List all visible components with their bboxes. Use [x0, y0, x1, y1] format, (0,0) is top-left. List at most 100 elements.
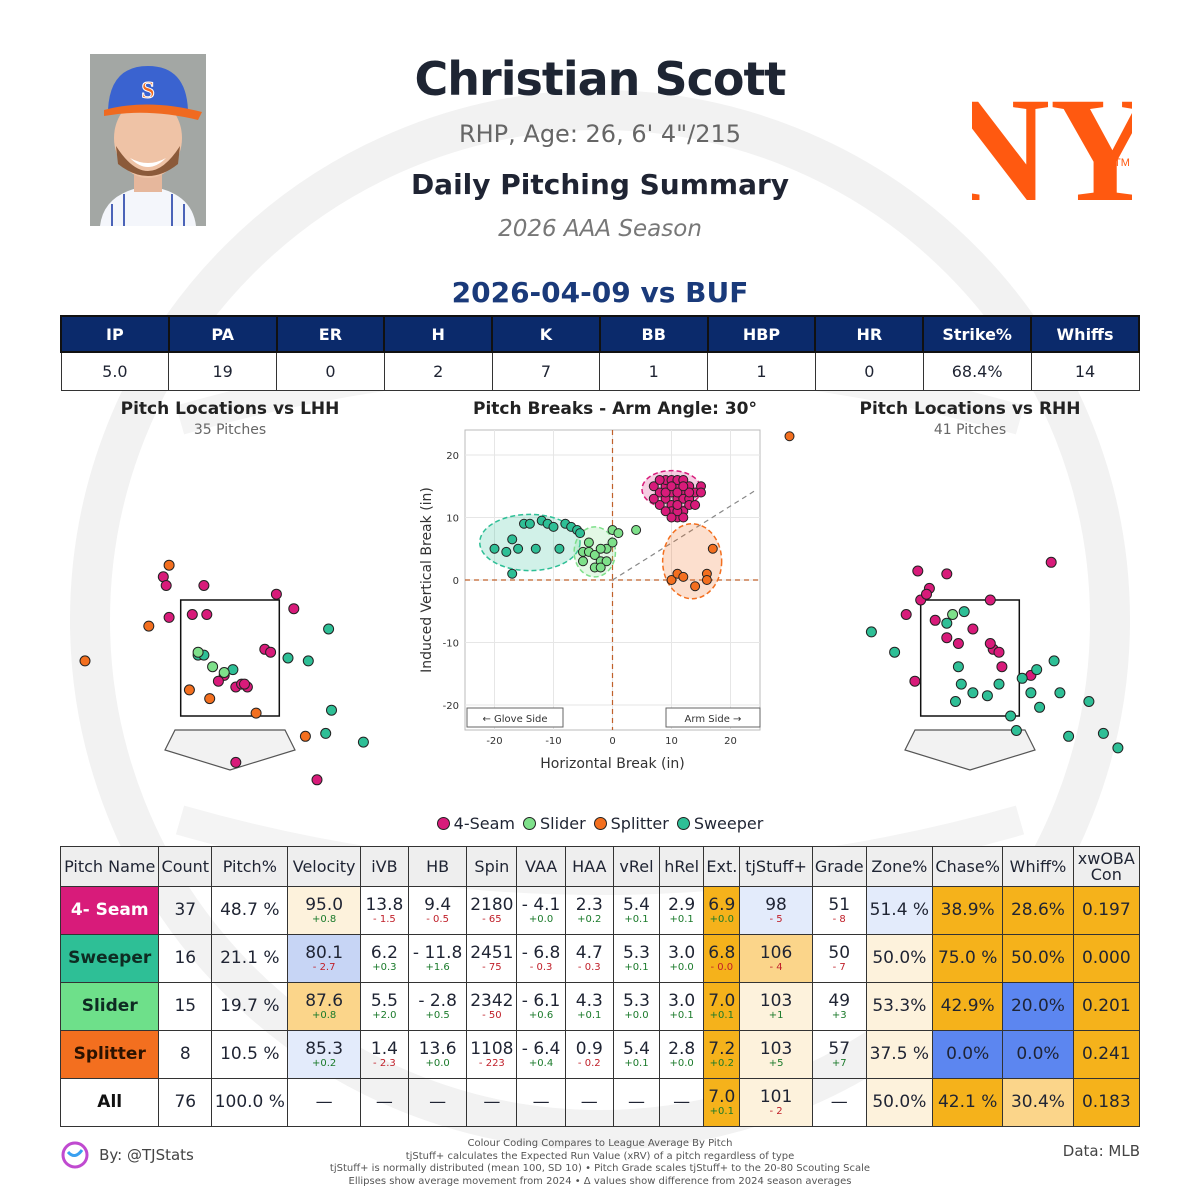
pitch-location-point — [1097, 727, 1109, 739]
metric-value: 2180 — [470, 894, 514, 915]
metric-value: 7.2 — [708, 1038, 736, 1059]
legend-item: Slider — [523, 814, 586, 833]
pitch-metric-cell: 50- 7 — [811, 934, 867, 983]
pitch-metric-cell: 16 — [158, 934, 213, 983]
metric-value: 3.0 — [668, 990, 696, 1011]
pitch-location-point — [183, 684, 195, 696]
pitch-metric-cell: 48.7 % — [211, 886, 289, 935]
pitch-table-header-cell: tjStuff+ — [739, 846, 813, 887]
metric-value: 75.0 % — [937, 948, 998, 968]
pitch-metric-cell: 5.4 +0.1 — [612, 886, 661, 935]
metric-value: — — [483, 1092, 501, 1112]
pitch-name-cell: All — [59, 1078, 160, 1127]
metric-delta: +0.1 — [577, 1009, 602, 1021]
pitch-break-point — [654, 500, 665, 510]
metric-value: 0.000 — [1081, 948, 1131, 968]
summary-value-cell: 0 — [276, 351, 385, 391]
pitch-break-point — [607, 537, 618, 548]
summary-value-cell: 14 — [1030, 351, 1140, 391]
pitch-break-point — [554, 543, 565, 554]
metric-value: 87.6 — [305, 990, 344, 1011]
pitch-location-point — [207, 661, 219, 673]
summary-header-cell: IP — [60, 315, 170, 353]
pitch-break-point — [583, 537, 594, 548]
glove-side-label: ← Glove Side — [466, 707, 564, 728]
metric-value: 50.0% — [872, 1092, 927, 1112]
pitch-break-point — [548, 521, 559, 532]
pitch-metric-cell: 106- 4 — [739, 934, 813, 983]
metric-value: 2.8 — [668, 1038, 696, 1059]
pitch-table-row: Sweeper 16 21.1 % 80.1- 2.7 6.2 +0.3- 11.8 +1.… — [59, 934, 1141, 983]
pitch-break-plot: -20 -10 0 10 20 -20 -10 0 10 20 ← Glove Side Arm Si… — [419, 429, 795, 772]
metric-delta: +1.6 — [425, 961, 450, 973]
pitch-location-point — [996, 661, 1008, 673]
pitch-location-point — [955, 678, 967, 690]
metric-delta: - 2.3 — [373, 1057, 396, 1069]
pitch-table-header-cell: Zone% — [865, 846, 934, 887]
pitch-metric-cell: 100.0 % — [211, 1078, 289, 1127]
pitch-location-point — [981, 690, 993, 702]
x-tick-label: 20 — [724, 736, 737, 747]
metric-value: 42.1 % — [937, 1092, 998, 1112]
pitch-metric-cell: 103 +1 — [739, 982, 813, 1031]
pitch-break-point — [696, 487, 706, 498]
metric-value: 98 — [765, 894, 787, 915]
pitch-location-point — [952, 661, 964, 673]
summary-value-cell: 5.0 — [60, 351, 170, 391]
pitch-metric-cell: 7.0 +0.1 — [703, 982, 741, 1031]
pitch-location-point — [912, 565, 924, 577]
pitch-location-point — [218, 667, 230, 678]
pitch-metric-cell: 38.9% — [932, 886, 1004, 935]
metric-value: 50.0% — [1010, 948, 1065, 968]
summary-stats-table: IP PA ER H K BB HBP HR Strike% Whiffs 5.0 19 0 2 7 1 1 0… — [60, 315, 1140, 391]
pitch-break-point — [648, 481, 659, 492]
pitch-location-point — [1010, 725, 1022, 736]
metric-value: 2342 — [470, 990, 514, 1011]
player-bio: RHP, Age: 26, 6' 4"/215 — [458, 120, 742, 148]
legend-item: Sweeper — [676, 814, 763, 833]
metric-value: — — [580, 1092, 598, 1112]
metric-delta: +0.1 — [669, 1009, 694, 1021]
metric-delta: +5 — [768, 1057, 784, 1069]
pitch-metric-cell: 50.0% — [1002, 934, 1074, 983]
metric-value: 0.241 — [1081, 1044, 1131, 1064]
metric-delta: +0.3 — [372, 961, 397, 973]
metric-delta: +0.2 — [709, 1057, 734, 1069]
pitch-metric-cell: - 4.1 +0.0 — [516, 886, 566, 935]
legend-marker — [593, 817, 607, 830]
metric-value: — — [627, 1092, 645, 1112]
svg-text:← Glove Side: ← Glove Side — [482, 714, 547, 725]
metric-delta: +0.0 — [669, 1057, 694, 1069]
y-tick-label: 20 — [446, 451, 459, 462]
metric-delta: - 8 — [832, 913, 846, 925]
data-source: Data: MLB — [1062, 1142, 1140, 1160]
pitch-location-point — [941, 632, 953, 644]
metric-value: 0.0% — [1016, 1044, 1060, 1064]
metric-value: 5.3 — [622, 942, 650, 963]
metric-delta: +0.4 — [528, 1057, 554, 1069]
pitch-metric-cell: 53.3% — [865, 982, 934, 1031]
pitch-location-point — [192, 646, 204, 658]
pitch-location-point — [186, 609, 198, 620]
metric-value: 51 — [828, 894, 851, 915]
pitch-break-point — [690, 500, 701, 510]
footer-note: Ellipses show average movement from 2024… — [348, 1175, 852, 1187]
metric-value: - 11.8 — [412, 942, 463, 963]
pitch-location-point — [889, 646, 901, 658]
x-tick-label: -10 — [545, 736, 561, 747]
pitch-location-point — [311, 774, 323, 786]
metric-value: — — [830, 1092, 848, 1112]
pitch-metric-cell: 20.0% — [1002, 982, 1074, 1031]
metric-value: 103 — [759, 1038, 793, 1059]
svg-text:NY: NY — [972, 67, 1132, 230]
summary-value-cell: 7 — [491, 351, 601, 391]
pitch-location-point — [288, 603, 300, 615]
y-axis-label: Induced Vertical Break (in) — [419, 487, 435, 673]
metric-delta: +0.8 — [311, 1009, 337, 1021]
metric-delta: +1 — [768, 1009, 784, 1021]
pitch-metric-cell: 7.0 +0.1 — [703, 1078, 741, 1127]
pitch-metric-cell: 0.0% — [1002, 1030, 1074, 1079]
pitch-table-header-cell: xwOBA Con — [1072, 846, 1141, 887]
metric-value: 50.0% — [872, 948, 927, 968]
y-tick-label: -10 — [443, 639, 459, 650]
